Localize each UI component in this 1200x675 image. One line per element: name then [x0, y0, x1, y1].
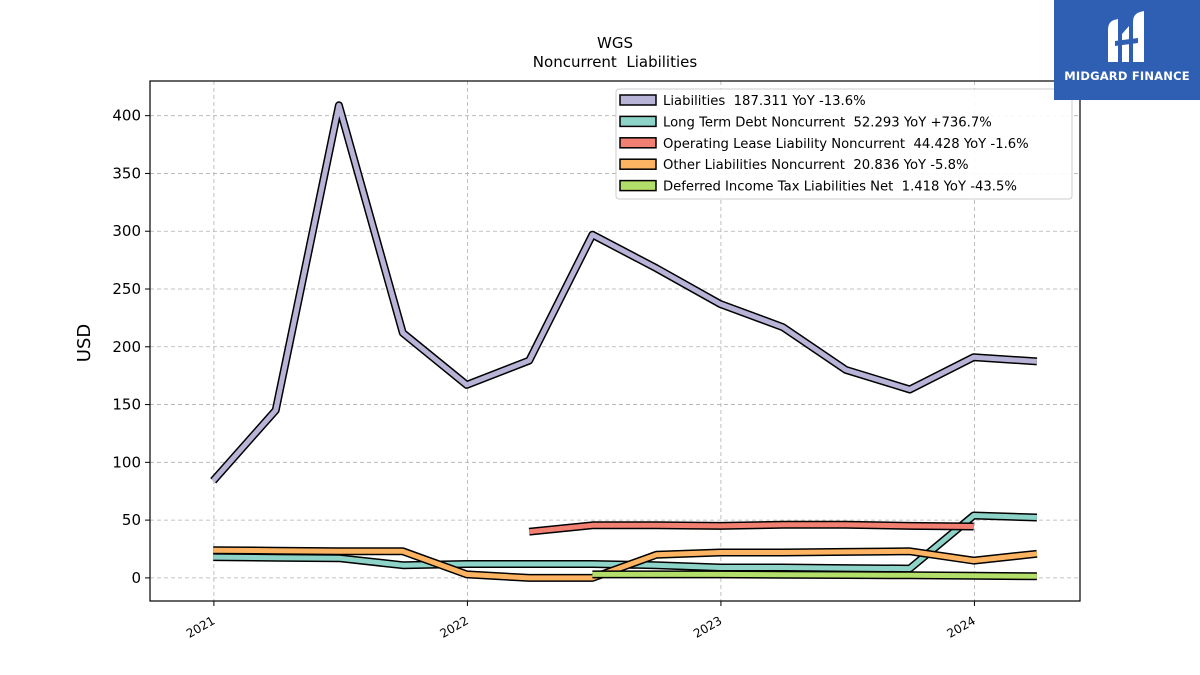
y-tick-label: 150 [112, 396, 141, 414]
x-tick-label: 2021 [184, 613, 217, 640]
y-tick-label: 100 [112, 453, 141, 471]
series-line [528, 522, 974, 535]
legend-box [615, 88, 1073, 200]
legend-swatch [619, 94, 657, 106]
series-lines [210, 101, 1038, 582]
legend-label: Liabilities 187.311 YoY -13.6% [663, 94, 866, 109]
series-4 [592, 570, 1037, 581]
y-axis-label: USD [74, 324, 95, 362]
series-line [213, 547, 1038, 581]
midgard-logo-icon [1108, 11, 1144, 62]
axis-ticks: 0 50 100 150 200 250 300 350 400 2021 2022 2023 2024 [112, 107, 978, 641]
x-tick-label: 2022 [437, 613, 470, 640]
series-0 [210, 101, 1038, 484]
y-tick-label: 0 [131, 569, 141, 587]
legend-label: Long Term Debt Noncurrent 52.293 YoY +73… [663, 115, 992, 130]
x-tick-label: 2023 [691, 613, 724, 640]
y-tick-label: 250 [112, 280, 141, 298]
legend: Liabilities 187.311 YoY -13.6% Long Term … [615, 88, 1073, 200]
legend-label: Other Liabilities Noncurrent 20.836 YoY … [663, 158, 969, 173]
y-tick-label: 350 [112, 164, 141, 182]
y-tick-label: 50 [122, 511, 141, 529]
y-tick-label: 400 [112, 107, 141, 125]
x-tick-label: 2024 [944, 613, 977, 640]
chart-subtitle: Noncurrent Liabilities [533, 53, 698, 71]
legend-swatch [619, 137, 657, 149]
y-tick-label: 200 [112, 338, 141, 356]
legend-swatch [619, 115, 657, 128]
grid [150, 81, 1080, 601]
legend-label: Operating Lease Liability Noncurrent 44.… [663, 137, 1029, 152]
legend-swatch [619, 158, 657, 170]
y-tick-label: 300 [112, 222, 141, 240]
legend-label: Deferred Income Tax Liabilities Net 1.41… [663, 180, 1017, 195]
brand-name: MIDGARD FINANCE [1064, 69, 1190, 83]
series-2 [528, 520, 974, 536]
series-3 [213, 546, 1038, 582]
chart-title: WGS [597, 34, 633, 52]
series-line [211, 102, 1038, 483]
legend-swatch [619, 179, 657, 192]
brand-logo: MIDGARD FINANCE [1054, 0, 1200, 100]
series-line [592, 571, 1037, 579]
plot-frame [149, 80, 1081, 602]
